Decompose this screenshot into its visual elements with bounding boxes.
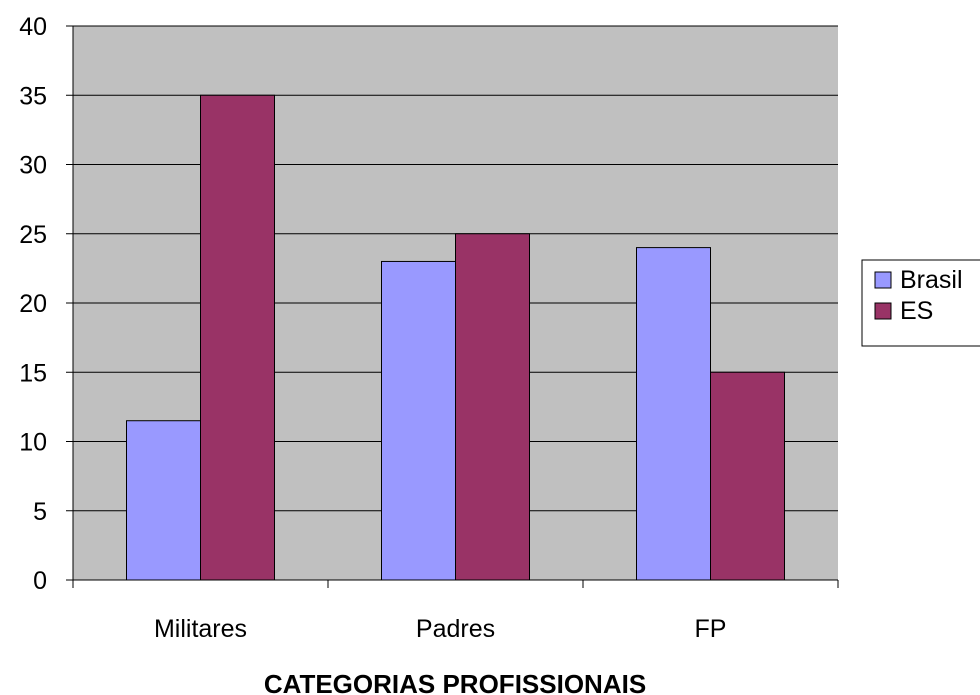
y-tick-label: 15: [19, 359, 47, 387]
legend-swatch-es: [874, 302, 892, 320]
y-axis-ticks: 0 5 10 15 20 25 30 35 40: [19, 13, 73, 595]
y-tick-label: 25: [19, 221, 47, 249]
y-tick-label: 0: [33, 567, 47, 595]
legend-swatch-brasil: [874, 271, 892, 289]
legend-label-brasil: Brasil: [900, 266, 963, 294]
x-axis-ticks: Militares Padres FP: [72, 580, 839, 643]
x-category-label: FP: [695, 615, 727, 643]
x-axis-title: CATEGORIAS PROFISSIONAIS: [264, 669, 646, 695]
y-tick-label: 20: [19, 290, 47, 318]
x-category-label: Militares: [154, 615, 247, 643]
y-tick-label: 30: [19, 152, 47, 180]
bar-es-militares: [200, 94, 275, 581]
y-tick-label: 10: [19, 429, 47, 457]
bars: [126, 94, 785, 581]
bar-brasil-militares: [126, 420, 201, 581]
bar-brasil-padres: [381, 260, 456, 581]
bar-es-padres: [455, 233, 530, 581]
legend-label-es: ES: [900, 297, 933, 325]
y-tick-label: 5: [33, 498, 47, 526]
y-tick-label: 35: [19, 82, 47, 110]
bar-brasil-fp: [636, 247, 711, 581]
legend: Brasil ES: [861, 259, 980, 347]
x-category-label: Padres: [416, 615, 495, 643]
y-tick-label: 40: [19, 13, 47, 41]
bar-es-fp: [710, 371, 785, 581]
